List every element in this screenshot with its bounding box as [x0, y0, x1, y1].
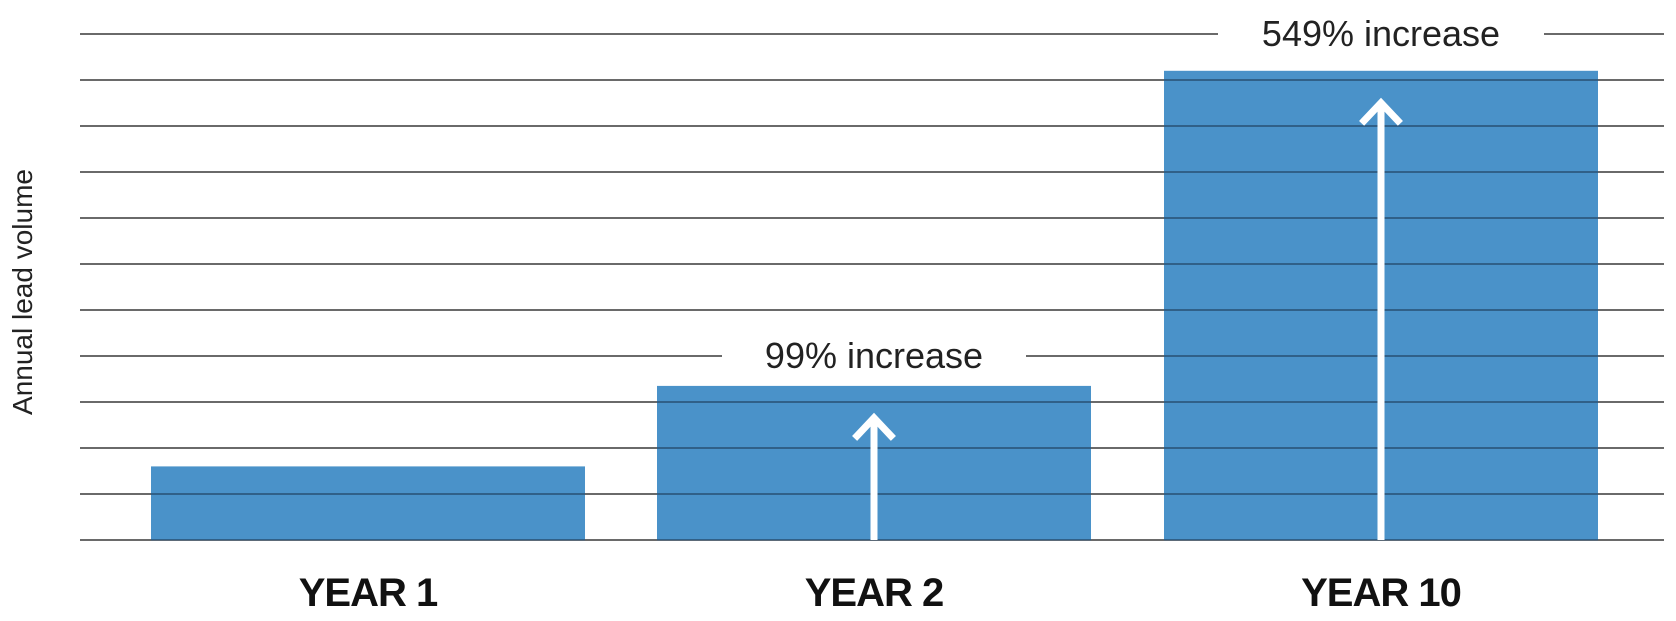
arrow-head [1359, 97, 1403, 126]
category-label: YEAR 1 [299, 571, 438, 615]
annotations: 99% increase 549% increase [765, 13, 1500, 376]
category-label: YEAR 10 [1301, 571, 1461, 615]
category-labels: YEAR 1 YEAR 2 YEAR 10 [299, 571, 1462, 615]
annotation-label: 99% increase [765, 335, 983, 376]
annotation-label: 549% increase [1262, 13, 1500, 54]
category-label: YEAR 2 [805, 571, 944, 615]
arrow-head [852, 412, 896, 441]
bar [151, 466, 585, 540]
increase-arrows [852, 97, 1403, 540]
y-axis-label: Annual lead volume [7, 169, 38, 415]
